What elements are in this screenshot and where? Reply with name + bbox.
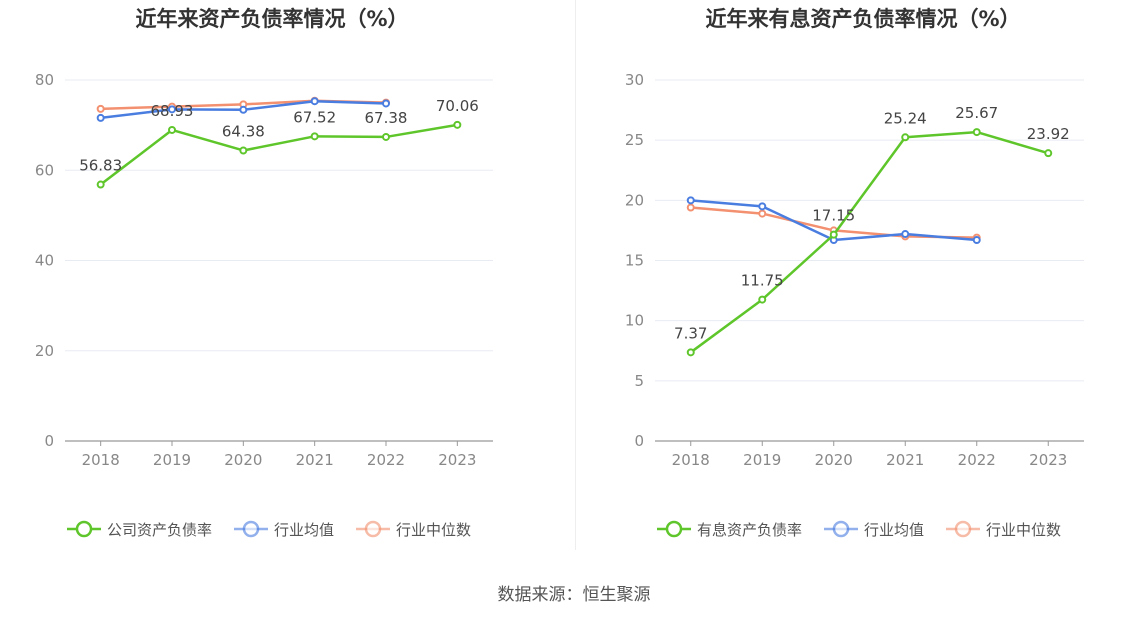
x-tick-label: 2022 [958,451,996,469]
data-label: 17.15 [812,207,855,225]
y-tick-label: 5 [634,372,644,390]
data-point[interactable] [168,105,176,114]
data-label: 25.24 [884,109,927,127]
y-tick-label: 15 [625,252,644,270]
data-point[interactable] [972,128,981,137]
x-tick-label: 2020 [224,451,262,469]
data-label: 68.93 [151,102,194,120]
source-note: 数据来源：恒生聚源 [497,585,651,605]
x-tick-label: 2023 [1029,451,1067,469]
data-point[interactable] [901,133,910,142]
legend-label: 有息资产负债率 [697,521,802,539]
data-point[interactable] [829,230,838,239]
data-label: 25.67 [955,104,998,122]
y-tick-label: 25 [625,131,644,149]
chart-left: 近年来资产负债率情况（%） 0 20 40 60 80 2018 2019 2020 2021 20… [35,7,493,539]
legend-marker [832,520,850,538]
data-label: 23.92 [1027,125,1070,143]
y-tick-label: 40 [35,252,54,270]
x-tick-label: 2022 [367,451,405,469]
data-point[interactable] [686,348,695,357]
data-point[interactable] [1044,149,1053,158]
chart-divider [575,0,576,550]
x-tick-label: 2018 [672,451,710,469]
y-tick-label: 0 [634,432,644,450]
data-label: 70.06 [436,97,479,115]
y-tick-label: 60 [35,161,54,179]
data-point[interactable] [686,196,695,205]
data-point[interactable] [382,132,390,141]
legend-item[interactable]: 公司资产负债率 [67,520,212,539]
data-point[interactable] [758,202,767,211]
data-label: 64.38 [222,122,265,140]
data-point[interactable] [96,113,105,122]
data-point[interactable] [239,105,248,114]
x-tick-label: 2020 [815,451,853,469]
data-label: 7.37 [674,324,707,342]
data-point[interactable] [972,236,981,245]
legend-marker [364,520,382,538]
data-label: 11.75 [741,272,784,290]
data-point[interactable] [96,180,105,189]
legend-item[interactable]: 行业中位数 [946,520,1061,539]
x-tick-label: 2021 [886,451,924,469]
series-0 [686,128,1053,357]
chart-title: 近年来资产负债率情况（%） [135,7,408,31]
legend-label: 行业均值 [274,521,334,539]
y-tick-label: 20 [625,191,644,209]
x-tick-label: 2019 [153,451,191,469]
data-point[interactable] [453,120,462,129]
y-tick-label: 0 [44,432,54,450]
data-point[interactable] [168,125,176,134]
data-point[interactable] [758,209,767,218]
series-0 [96,120,462,189]
data-point[interactable] [758,295,767,304]
legend-marker [954,520,972,538]
legend-item[interactable]: 行业中位数 [356,520,471,539]
legend-label: 行业中位数 [986,521,1061,539]
data-point[interactable] [310,132,319,141]
series-1 [96,97,390,122]
data-label: 56.83 [79,157,122,175]
series-1 [686,196,981,245]
y-tick-label: 20 [35,342,54,360]
series-line [99,123,458,186]
legend-marker [665,520,683,538]
legend-item[interactable]: 行业均值 [234,520,334,539]
data-point[interactable] [239,146,248,155]
chart-right: 近年来有息资产负债率情况（%） 0 5 10 15 20 25 30 2018 2019 2020 2… [625,7,1084,539]
x-tick-label: 2021 [296,451,334,469]
data-point[interactable] [310,97,319,106]
y-tick-label: 80 [35,71,54,89]
legend-marker [242,520,260,538]
legend-marker [75,520,93,538]
legend-label: 公司资产负债率 [107,521,212,539]
data-label: 67.52 [293,108,336,126]
legend-item[interactable]: 行业均值 [824,520,924,539]
x-tick-label: 2023 [438,451,476,469]
y-tick-label: 30 [625,71,644,89]
y-tick-label: 10 [625,312,644,330]
data-point[interactable] [901,230,910,239]
data-point[interactable] [96,104,105,113]
x-tick-label: 2018 [82,451,120,469]
x-tick-label: 2019 [743,451,781,469]
data-point[interactable] [382,99,390,108]
legend-label: 行业均值 [864,521,924,539]
data-point[interactable] [686,203,695,212]
chart-title: 近年来有息资产负债率情况（%） [705,7,1020,31]
legend-label: 行业中位数 [396,521,471,539]
legend-item[interactable]: 有息资产负债率 [657,520,802,539]
data-label: 67.38 [365,109,408,127]
series-line [690,130,1049,354]
